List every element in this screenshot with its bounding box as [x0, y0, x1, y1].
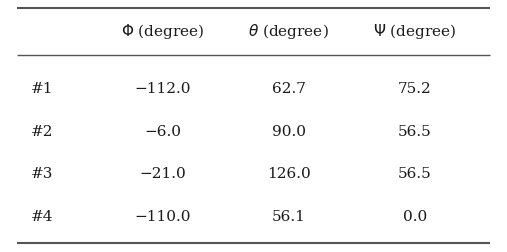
Text: #1: #1	[30, 82, 53, 96]
Text: −21.0: −21.0	[139, 166, 186, 180]
Text: −110.0: −110.0	[134, 209, 191, 223]
Text: 90.0: 90.0	[272, 124, 306, 138]
Text: #4: #4	[30, 209, 53, 223]
Text: 62.7: 62.7	[272, 82, 306, 96]
Text: −6.0: −6.0	[144, 124, 181, 138]
Text: 56.1: 56.1	[272, 209, 306, 223]
Text: 56.5: 56.5	[398, 166, 432, 180]
Text: $\mathit{\Phi}$ (degree): $\mathit{\Phi}$ (degree)	[121, 22, 204, 41]
Text: 75.2: 75.2	[398, 82, 432, 96]
Text: #3: #3	[30, 166, 53, 180]
Text: $\mathit{\Psi}$ (degree): $\mathit{\Psi}$ (degree)	[373, 22, 457, 41]
Text: 126.0: 126.0	[267, 166, 311, 180]
Text: 56.5: 56.5	[398, 124, 432, 138]
Text: #2: #2	[30, 124, 53, 138]
Text: $\mathit{\theta}$ (degree): $\mathit{\theta}$ (degree)	[248, 22, 329, 41]
Text: −112.0: −112.0	[134, 82, 191, 96]
Text: 0.0: 0.0	[403, 209, 427, 223]
